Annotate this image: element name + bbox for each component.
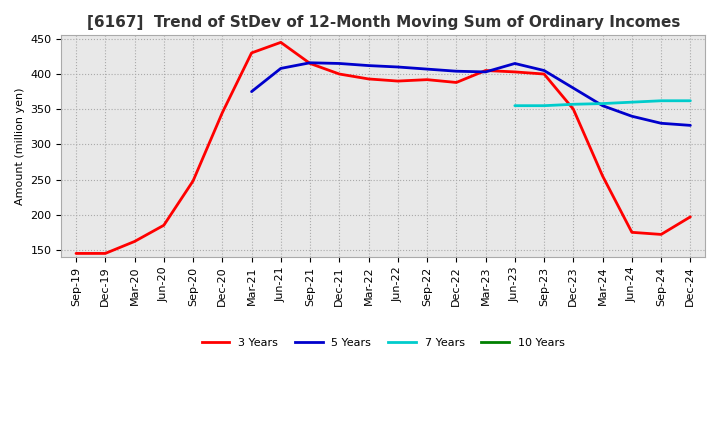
Title: [6167]  Trend of StDev of 12-Month Moving Sum of Ordinary Incomes: [6167] Trend of StDev of 12-Month Moving… — [86, 15, 680, 30]
Legend: 3 Years, 5 Years, 7 Years, 10 Years: 3 Years, 5 Years, 7 Years, 10 Years — [197, 334, 570, 352]
Y-axis label: Amount (million yen): Amount (million yen) — [15, 88, 25, 205]
